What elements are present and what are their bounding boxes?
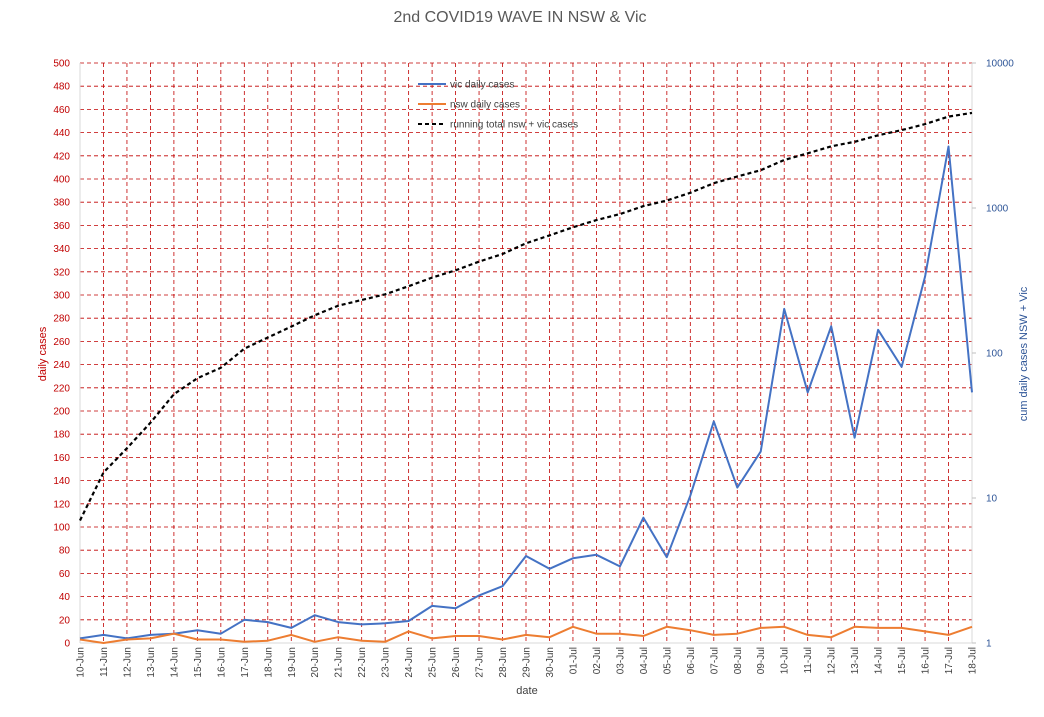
axes: 0 20 40 60 80 100 120 140 160 180 200 220 240 260 280 3… bbox=[53, 59, 1014, 678]
y-left-tick-label: 500 bbox=[53, 59, 70, 70]
legend-label: running total nsw + vic cases bbox=[450, 120, 578, 131]
y-left-tick-label: 160 bbox=[53, 453, 70, 464]
y-left-tick-label: 140 bbox=[53, 476, 70, 487]
x-tick-label: 25-Jun bbox=[428, 647, 439, 678]
x-tick-label: 10-Jun bbox=[76, 647, 87, 678]
x-tick-label: 09-Jul bbox=[756, 647, 767, 674]
y-left-tick-label: 20 bbox=[59, 615, 71, 626]
x-tick-label: 22-Jun bbox=[357, 647, 368, 678]
y-left-tick-label: 100 bbox=[53, 523, 70, 534]
y-left-tick-label: 180 bbox=[53, 430, 70, 441]
x-tick-label: 03-Jul bbox=[615, 647, 626, 674]
y-right-tick-label: 1000 bbox=[986, 204, 1009, 215]
legend-label: nsw daily cases bbox=[450, 100, 520, 111]
y-left-tick-label: 300 bbox=[53, 291, 70, 302]
y-left-tick-label: 340 bbox=[53, 244, 70, 255]
y-left-tick-label: 200 bbox=[53, 407, 70, 418]
series-line-0 bbox=[79, 145, 973, 640]
series-line-1 bbox=[79, 625, 973, 644]
x-tick-label: 14-Jul bbox=[874, 647, 885, 674]
x-tick-label: 18-Jun bbox=[263, 647, 274, 678]
gridlines bbox=[79, 62, 973, 644]
series-lines bbox=[79, 111, 973, 644]
x-axis-label: date bbox=[516, 685, 537, 697]
chart-title: 2nd COVID19 WAVE IN NSW & Vic bbox=[393, 9, 646, 26]
x-tick-label: 11-Jul bbox=[803, 647, 814, 674]
x-tick-label: 16-Jun bbox=[216, 647, 227, 678]
y-left-tick-label: 360 bbox=[53, 221, 70, 232]
y-left-tick-label: 220 bbox=[53, 383, 70, 394]
x-tick-label: 20-Jun bbox=[310, 647, 321, 678]
x-tick-label: 18-Jul bbox=[968, 647, 979, 674]
x-tick-label: 05-Jul bbox=[662, 647, 673, 674]
y-right-tick-label: 10 bbox=[986, 494, 998, 505]
x-tick-label: 21-Jun bbox=[334, 647, 345, 678]
x-tick-label: 26-Jun bbox=[451, 647, 462, 678]
y-right-tick-label: 10000 bbox=[986, 59, 1014, 70]
x-tick-label: 08-Jul bbox=[733, 647, 744, 674]
x-tick-label: 15-Jun bbox=[193, 647, 204, 678]
x-tick-label: 24-Jun bbox=[404, 647, 415, 678]
y-left-tick-label: 320 bbox=[53, 267, 70, 278]
y-left-tick-label: 400 bbox=[53, 175, 70, 186]
x-tick-label: 01-Jul bbox=[568, 647, 579, 674]
y-left-tick-label: 380 bbox=[53, 198, 70, 209]
x-tick-label: 17-Jun bbox=[240, 647, 251, 678]
y-left-tick-label: 60 bbox=[59, 569, 71, 580]
x-tick-label: 17-Jul bbox=[944, 647, 955, 674]
y-right-tick-label: 100 bbox=[986, 349, 1003, 360]
y-left-tick-label: 440 bbox=[53, 128, 70, 139]
y-left-tick-label: 120 bbox=[53, 499, 70, 510]
y-axis-left-label: daily cases bbox=[37, 326, 49, 381]
legend: vic daily cases nsw daily cases running to… bbox=[418, 80, 578, 131]
legend-label: vic daily cases bbox=[450, 80, 514, 91]
x-tick-label: 28-Jun bbox=[498, 647, 509, 678]
x-tick-label: 12-Jun bbox=[122, 647, 133, 678]
x-tick-label: 15-Jul bbox=[897, 647, 908, 674]
y-left-tick-label: 260 bbox=[53, 337, 70, 348]
x-tick-label: 27-Jun bbox=[475, 647, 486, 678]
y-left-tick-label: 420 bbox=[53, 151, 70, 162]
series-line-2 bbox=[79, 111, 973, 521]
y-left-tick-label: 460 bbox=[53, 105, 70, 116]
x-tick-label: 02-Jul bbox=[592, 647, 603, 674]
x-tick-label: 11-Jun bbox=[99, 647, 110, 677]
x-tick-label: 16-Jul bbox=[921, 647, 932, 674]
x-tick-label: 07-Jul bbox=[709, 647, 720, 674]
y-left-tick-label: 80 bbox=[59, 546, 71, 557]
y-left-tick-label: 240 bbox=[53, 360, 70, 371]
x-tick-label: 13-Jun bbox=[146, 647, 157, 678]
x-tick-label: 14-Jun bbox=[169, 647, 180, 678]
y-left-tick-label: 480 bbox=[53, 82, 70, 93]
y-axis-right-label: cum daily cases NSW + Vic bbox=[1018, 286, 1030, 421]
x-tick-label: 29-Jun bbox=[522, 647, 533, 678]
x-tick-label: 04-Jul bbox=[639, 647, 650, 674]
x-tick-label: 12-Jul bbox=[827, 647, 838, 674]
y-left-tick-label: 0 bbox=[64, 639, 70, 650]
y-left-tick-label: 40 bbox=[59, 592, 71, 603]
y-left-tick-label: 280 bbox=[53, 314, 70, 325]
x-tick-label: 06-Jul bbox=[686, 647, 697, 674]
x-tick-label: 19-Jun bbox=[287, 647, 298, 678]
y-right-tick-label: 1 bbox=[986, 639, 992, 650]
x-tick-label: 23-Jun bbox=[381, 647, 392, 678]
x-tick-label: 13-Jul bbox=[850, 647, 861, 674]
x-tick-label: 10-Jul bbox=[780, 647, 791, 674]
x-tick-label: 30-Jun bbox=[545, 647, 556, 678]
